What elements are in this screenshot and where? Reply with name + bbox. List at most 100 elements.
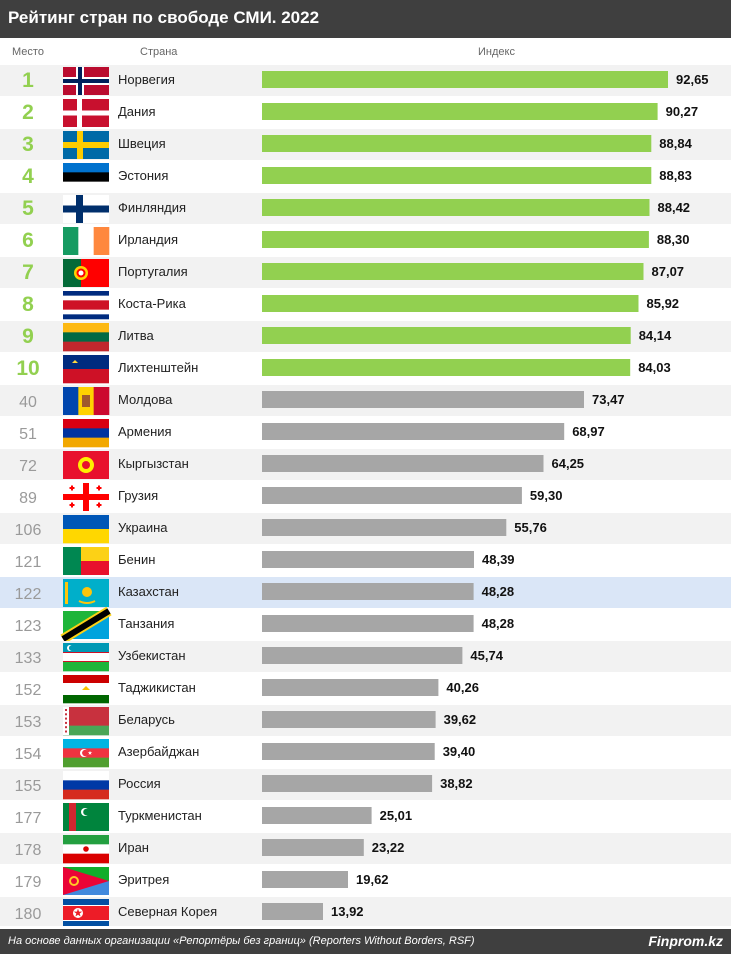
brand-logo: Finprom.kz [648, 933, 723, 949]
belarus-flag-icon [63, 707, 109, 736]
value-label: 90,27 [666, 104, 699, 119]
russia-flag-icon [63, 771, 109, 800]
georgia-flag-icon [63, 483, 109, 511]
bar [262, 455, 544, 472]
iran-flag-icon [63, 835, 109, 864]
bar [262, 295, 639, 312]
value-label: 25,01 [380, 808, 413, 823]
country-label: Швеция [118, 136, 166, 151]
value-label: 88,30 [657, 232, 690, 247]
bar [262, 359, 631, 376]
rank-label: 106 [15, 522, 42, 539]
country-label: Норвегия [118, 72, 175, 87]
north-korea-flag-icon [63, 899, 109, 926]
country-label: Лихтенштейн [118, 360, 198, 375]
value-label: 88,84 [659, 136, 692, 151]
footer-bar: На основе данных организации «Репортёры … [0, 929, 731, 954]
value-label: 92,65 [676, 72, 709, 87]
rank-label: 178 [15, 842, 42, 859]
estonia-flag-icon [63, 163, 109, 192]
index-column-header: Индекс [478, 46, 515, 58]
value-label: 48,28 [482, 584, 515, 599]
country-label: Литва [118, 328, 155, 343]
rank-label: 180 [15, 906, 42, 923]
country-label: Португалия [118, 264, 188, 279]
country-label: Беларусь [118, 712, 175, 727]
bar [262, 135, 652, 152]
turkmenistan-flag-icon [63, 803, 109, 831]
value-label: 84,03 [638, 360, 671, 375]
rank-label: 121 [15, 554, 42, 571]
value-label: 45,74 [470, 648, 503, 663]
bar [262, 519, 507, 536]
armenia-flag-icon [63, 419, 109, 448]
value-label: 13,92 [331, 904, 364, 919]
bar [262, 615, 474, 632]
sweden-flag-icon [63, 131, 109, 159]
value-label: 55,76 [514, 520, 547, 535]
denmark-flag-icon [63, 99, 109, 127]
bar [262, 807, 372, 824]
bar [262, 487, 522, 504]
tanzania-flag-icon [60, 606, 112, 644]
eritrea-flag-icon [63, 867, 109, 895]
bar [262, 71, 668, 88]
rank-label: 51 [19, 426, 37, 443]
bar [262, 327, 631, 344]
bar [262, 391, 584, 408]
value-label: 19,62 [356, 872, 389, 887]
country-label: Узбекистан [118, 648, 186, 663]
value-label: 73,47 [592, 392, 625, 407]
rank-label: 5 [22, 197, 34, 220]
liechtenstein-flag-icon [63, 355, 109, 384]
country-label: Коста-Рика [118, 296, 187, 311]
value-label: 68,97 [572, 424, 605, 439]
bar [262, 231, 649, 248]
rank-label: 3 [22, 133, 34, 156]
row-stripe [0, 897, 731, 926]
rank-label: 155 [15, 778, 42, 795]
country-label: Эстония [118, 168, 168, 183]
press-freedom-chart: 1 Норвегия 92,65 2 Дания 90,27 3 Швеция 88,84 4 Эс… [0, 65, 731, 926]
rank-label: 2 [22, 101, 34, 124]
country-label: Северная Корея [118, 904, 217, 919]
tajikistan-flag-icon [63, 675, 109, 704]
bar [262, 551, 474, 568]
moldova-flag-icon [63, 387, 110, 415]
value-label: 84,14 [639, 328, 672, 343]
page-title: Рейтинг стран по свободе СМИ. 2022 [8, 8, 320, 27]
value-label: 40,26 [446, 680, 479, 695]
value-label: 88,42 [658, 200, 691, 215]
rank-label: 179 [15, 874, 42, 891]
country-label: Россия [118, 776, 161, 791]
country-label: Туркменистан [118, 808, 202, 823]
rank-label: 4 [22, 165, 34, 188]
kazakhstan-flag-icon [63, 579, 109, 607]
rank-label: 123 [15, 618, 42, 635]
bar [262, 103, 658, 120]
costa-rica-flag-icon [63, 291, 109, 320]
value-label: 85,92 [647, 296, 680, 311]
value-label: 23,22 [372, 840, 405, 855]
rank-label: 153 [15, 714, 42, 731]
ukraine-flag-icon [63, 515, 109, 544]
value-label: 87,07 [652, 264, 685, 279]
header-bar: Рейтинг стран по свободе СМИ. 2022 [0, 0, 731, 38]
value-label: 48,28 [482, 616, 515, 631]
country-label: Армения [118, 424, 172, 439]
uzbekistan-flag-icon [63, 643, 109, 672]
bar [262, 423, 565, 440]
rank-label: 9 [22, 325, 34, 348]
azerbaijan-flag-icon [63, 739, 109, 768]
bar [262, 839, 364, 856]
norway-flag-icon [63, 67, 109, 95]
bar [262, 743, 435, 760]
bar [262, 647, 463, 664]
rank-label: 152 [15, 682, 42, 699]
country-label: Казахстан [118, 584, 179, 599]
country-label: Таджикистан [118, 680, 196, 695]
rank-label: 122 [15, 586, 42, 603]
row-stripe [0, 833, 731, 864]
rank-label: 72 [19, 458, 37, 475]
bar [262, 679, 439, 696]
